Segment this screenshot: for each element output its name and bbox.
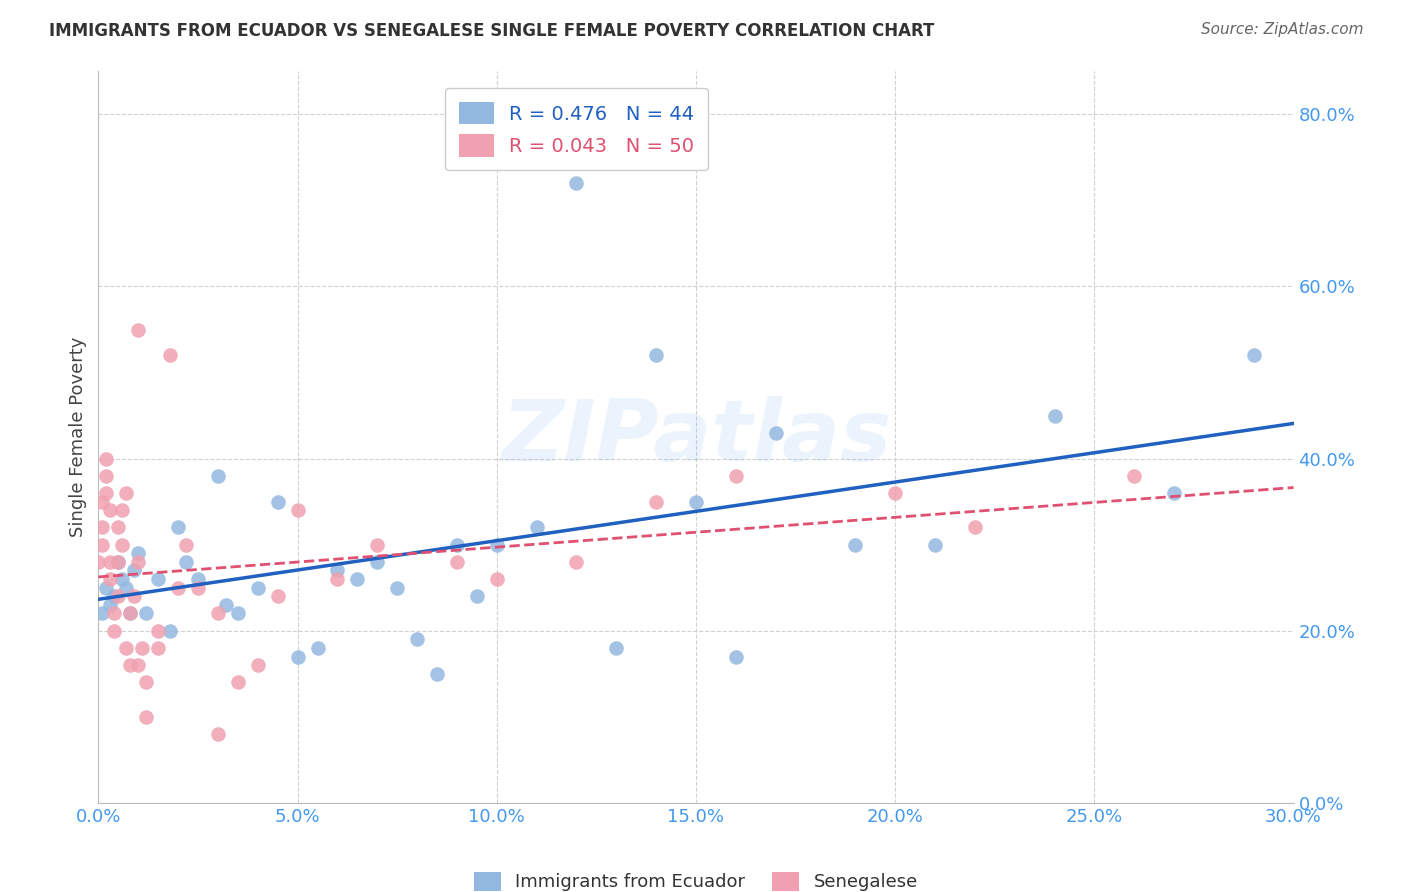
Point [645, 494, 668, 508]
Point [267, 589, 290, 603]
Point [246, 658, 269, 673]
Point [366, 538, 388, 552]
Point [167, 581, 190, 595]
Point [724, 649, 747, 664]
Point [1043, 409, 1066, 423]
Point [485, 572, 508, 586]
Point [96, 486, 118, 500]
Point [111, 503, 134, 517]
Point [96, 451, 118, 466]
Point [167, 520, 190, 534]
Point [207, 727, 229, 741]
Point [111, 538, 134, 552]
Point [605, 640, 627, 655]
Point [924, 538, 946, 552]
Point [565, 176, 588, 190]
Point [124, 589, 146, 603]
Point [91, 494, 114, 508]
Point [91, 607, 114, 621]
Point [326, 564, 349, 578]
Point [963, 520, 986, 534]
Point [1163, 486, 1185, 500]
Point [226, 675, 249, 690]
Point [120, 607, 142, 621]
Point [326, 572, 349, 586]
Point [406, 632, 429, 647]
Point [844, 538, 866, 552]
Point [91, 538, 114, 552]
Point [765, 425, 787, 440]
Point [565, 555, 588, 569]
Point [1243, 348, 1265, 362]
Point [685, 494, 707, 508]
Point [135, 607, 157, 621]
Point [267, 494, 290, 508]
Point [187, 581, 209, 595]
Point [98, 598, 122, 612]
Point [148, 640, 170, 655]
Point [103, 589, 125, 603]
Point [485, 538, 508, 552]
Point [107, 520, 129, 534]
Point [446, 538, 468, 552]
Point [1123, 468, 1146, 483]
Point [246, 581, 269, 595]
Text: Source: ZipAtlas.com: Source: ZipAtlas.com [1201, 22, 1364, 37]
Point [127, 658, 149, 673]
Point [115, 581, 138, 595]
Point [98, 555, 122, 569]
Point [426, 666, 449, 681]
Point [91, 520, 114, 534]
Point [307, 640, 329, 655]
Point [174, 538, 197, 552]
Point [385, 581, 409, 595]
Point [131, 640, 153, 655]
Point [107, 555, 129, 569]
Point [127, 555, 149, 569]
Point [207, 607, 229, 621]
Point [115, 486, 138, 500]
Text: IMMIGRANTS FROM ECUADOR VS SENEGALESE SINGLE FEMALE POVERTY CORRELATION CHART: IMMIGRANTS FROM ECUADOR VS SENEGALESE SI… [49, 22, 935, 40]
Point [724, 468, 747, 483]
Point [287, 649, 309, 664]
Point [526, 520, 548, 534]
Point [215, 598, 238, 612]
Point [120, 658, 142, 673]
Point [187, 572, 209, 586]
Point [207, 468, 229, 483]
Point [159, 348, 181, 362]
Point [135, 710, 157, 724]
Point [124, 564, 146, 578]
Point [111, 572, 134, 586]
Point [107, 589, 129, 603]
Point [148, 624, 170, 638]
Point [103, 624, 125, 638]
Point [127, 546, 149, 560]
Point [148, 572, 170, 586]
Y-axis label: Single Female Poverty: Single Female Poverty [69, 337, 87, 537]
Point [446, 555, 468, 569]
Point [107, 555, 129, 569]
Point [174, 555, 197, 569]
Point [87, 555, 110, 569]
Point [96, 581, 118, 595]
Point [115, 640, 138, 655]
Point [366, 555, 388, 569]
Point [287, 503, 309, 517]
Point [645, 348, 668, 362]
Point [103, 607, 125, 621]
Point [120, 607, 142, 621]
Point [98, 572, 122, 586]
Point [159, 624, 181, 638]
Point [884, 486, 907, 500]
Point [96, 468, 118, 483]
Legend: Immigrants from Ecuador, Senegalese: Immigrants from Ecuador, Senegalese [465, 863, 927, 892]
Point [98, 503, 122, 517]
Point [127, 322, 149, 336]
Point [226, 607, 249, 621]
Point [135, 675, 157, 690]
Point [465, 589, 488, 603]
Text: ZIPatlas: ZIPatlas [501, 395, 891, 479]
Point [346, 572, 368, 586]
